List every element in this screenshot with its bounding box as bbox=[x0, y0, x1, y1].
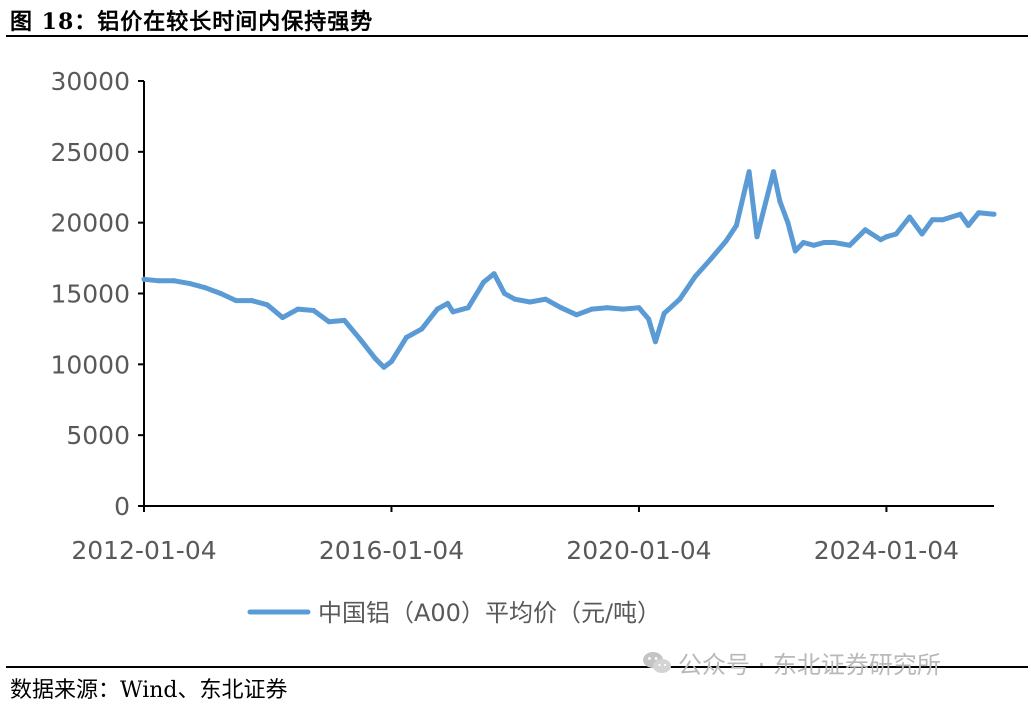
data-point bbox=[976, 210, 982, 216]
data-point bbox=[187, 281, 193, 287]
data-point bbox=[965, 223, 971, 228]
data-point bbox=[883, 234, 889, 240]
x-tick-label: 2016-01-04 bbox=[319, 536, 464, 565]
data-point bbox=[771, 169, 776, 175]
y-tick-label: 25000 bbox=[50, 138, 130, 167]
data-point bbox=[957, 211, 963, 217]
data-point bbox=[481, 279, 487, 285]
data-point bbox=[156, 278, 162, 284]
y-tick-label: 20000 bbox=[50, 209, 130, 238]
data-point bbox=[940, 217, 946, 223]
data-point bbox=[203, 285, 208, 291]
data-point bbox=[847, 242, 853, 248]
data-point bbox=[502, 291, 507, 296]
data-point bbox=[450, 309, 456, 315]
data-point bbox=[746, 169, 752, 175]
data-point bbox=[929, 217, 935, 223]
x-tick-label: 2012-01-04 bbox=[71, 536, 216, 565]
data-point bbox=[800, 240, 806, 245]
y-tick-label: 5000 bbox=[66, 421, 130, 450]
data-source: 数据来源：Wind、东北证券 bbox=[10, 678, 288, 703]
data-point bbox=[141, 276, 147, 282]
y-tick-label: 0 bbox=[114, 492, 130, 521]
data-point bbox=[707, 257, 713, 262]
data-point bbox=[785, 220, 791, 226]
data-point bbox=[491, 271, 497, 277]
data-point bbox=[661, 310, 667, 316]
data-point bbox=[372, 356, 378, 362]
legend-label: 中国铝（A00）平均价（元/吨） bbox=[318, 599, 661, 627]
data-point bbox=[527, 299, 533, 305]
data-point bbox=[692, 274, 698, 279]
data-point bbox=[512, 296, 518, 302]
data-point bbox=[249, 298, 255, 304]
figure-title: 图 18：铝价在较长时间内保持强势 bbox=[10, 9, 374, 35]
data-point bbox=[465, 305, 471, 311]
data-point bbox=[792, 248, 798, 254]
data-point bbox=[574, 312, 580, 318]
data-point bbox=[389, 359, 394, 364]
data-point bbox=[878, 237, 884, 243]
data-point bbox=[171, 278, 177, 284]
y-tick-label: 10000 bbox=[50, 350, 130, 379]
data-point bbox=[326, 319, 332, 325]
data-point bbox=[652, 339, 658, 345]
wechat-icon bbox=[643, 651, 671, 673]
data-point bbox=[723, 238, 729, 244]
data-point bbox=[754, 234, 760, 240]
data-point bbox=[733, 223, 739, 228]
bottom-rule bbox=[6, 666, 1028, 668]
data-point bbox=[777, 198, 783, 204]
data-point bbox=[811, 242, 817, 248]
data-point bbox=[907, 214, 913, 220]
data-point bbox=[264, 302, 270, 308]
data-point bbox=[403, 334, 409, 340]
data-point bbox=[381, 364, 387, 370]
data-point bbox=[677, 296, 683, 302]
data-point bbox=[646, 316, 652, 322]
data-point bbox=[341, 317, 347, 323]
data-point bbox=[893, 231, 899, 237]
top-rule bbox=[6, 35, 1028, 37]
data-point bbox=[445, 300, 451, 306]
y-tick-label: 30000 bbox=[50, 67, 130, 96]
data-point bbox=[311, 308, 317, 313]
x-tick-label: 2020-01-04 bbox=[566, 536, 711, 565]
data-point bbox=[589, 306, 595, 312]
data-point bbox=[831, 240, 837, 245]
y-tick-label: 15000 bbox=[50, 280, 130, 309]
series-line bbox=[141, 169, 997, 370]
data-point bbox=[357, 336, 363, 342]
data-point bbox=[295, 306, 301, 312]
data-point bbox=[604, 305, 610, 311]
data-point bbox=[862, 227, 868, 233]
data-point bbox=[919, 231, 925, 237]
data-point bbox=[821, 240, 827, 245]
watermark-text: 公众号 · 东北证券研究所 bbox=[678, 651, 941, 679]
data-point bbox=[543, 296, 548, 302]
x-tick-label: 2024-01-04 bbox=[814, 536, 959, 565]
data-point bbox=[558, 305, 564, 311]
data-point bbox=[419, 326, 425, 332]
watermark: 公众号 · 东北证券研究所 bbox=[642, 645, 941, 680]
data-point bbox=[759, 213, 765, 219]
data-point bbox=[233, 298, 239, 304]
data-point bbox=[620, 306, 626, 312]
data-point bbox=[280, 315, 286, 321]
data-point bbox=[434, 306, 440, 312]
data-point bbox=[218, 291, 224, 296]
data-point bbox=[636, 305, 642, 311]
data-point bbox=[991, 211, 997, 217]
